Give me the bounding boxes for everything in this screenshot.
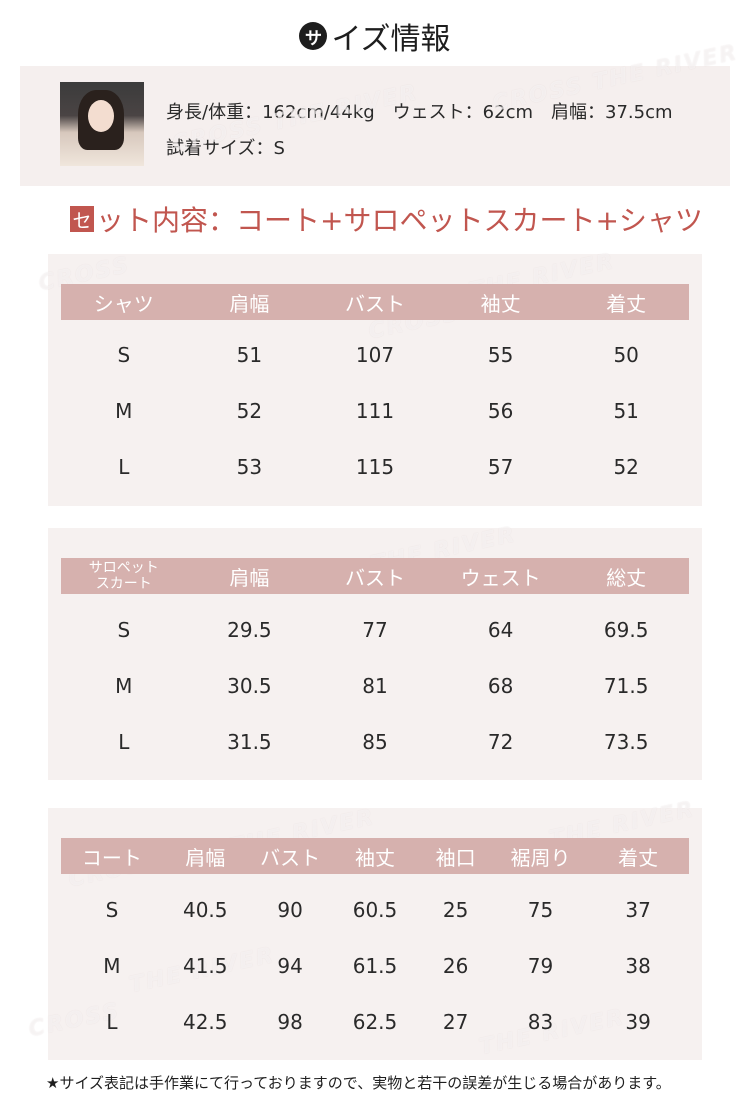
table-cell: L bbox=[118, 455, 130, 479]
table-cell: 30.5 bbox=[227, 674, 272, 698]
header-cell: バスト bbox=[260, 845, 321, 870]
header-cell: 着丈 bbox=[606, 291, 647, 316]
header-cell: バスト bbox=[344, 291, 405, 316]
model-photo bbox=[60, 82, 144, 166]
header-cell: コート bbox=[81, 845, 142, 870]
header-cell: 総丈 bbox=[606, 565, 647, 590]
table-cell: 52 bbox=[236, 399, 263, 423]
table-cell: 60.5 bbox=[352, 898, 398, 922]
table-cell: 115 bbox=[355, 455, 395, 479]
table-cell: M bbox=[115, 674, 133, 698]
table-cell: 29.5 bbox=[227, 618, 272, 642]
header-cell: 肩幅 bbox=[229, 291, 270, 316]
table-cell: 98 bbox=[277, 1010, 303, 1034]
table-cell: 85 bbox=[362, 730, 388, 754]
skirt-size-table: CROSS THE RIVER サロペットスカート 肩幅 バスト ウェスト 総丈… bbox=[48, 522, 702, 780]
table-row: S 51 107 55 50 bbox=[61, 342, 689, 368]
table-cell: 107 bbox=[355, 343, 395, 367]
set-heading-text: ット内容：コート+サロペットスカート+シャツ bbox=[96, 204, 703, 237]
table-cell: M bbox=[103, 954, 121, 978]
header-cell-combined: サロペット スカート bbox=[88, 560, 159, 592]
table-row: S 29.5 77 64 69.5 bbox=[61, 617, 689, 643]
table-cell: 111 bbox=[355, 399, 395, 423]
table-cell: 73.5 bbox=[603, 730, 649, 754]
table-row: M 52 111 56 51 bbox=[61, 398, 689, 424]
header-cell: 着丈 bbox=[618, 845, 659, 870]
header-cell: バスト bbox=[344, 565, 405, 590]
table-row: S 40.5 90 60.5 25 75 37 bbox=[61, 897, 689, 923]
table-cell: 26 bbox=[442, 954, 469, 978]
table-cell: 81 bbox=[362, 674, 388, 698]
model-measurements: 身長/体重：162cm/44kg ウェスト：62cm 肩幅：37.5cm bbox=[166, 102, 673, 123]
table-cell: 27 bbox=[442, 1010, 469, 1034]
header-cell: 袖口 bbox=[435, 845, 476, 870]
table-cell: 53 bbox=[236, 455, 263, 479]
table-cell: L bbox=[118, 730, 130, 754]
table-cell: S bbox=[117, 343, 131, 367]
table-cell: 61.5 bbox=[352, 954, 398, 978]
table-cell: 64 bbox=[487, 618, 514, 642]
header-cell: 袖丈 bbox=[354, 845, 395, 870]
table-cell: 50 bbox=[613, 343, 639, 367]
set-badge: セ bbox=[70, 206, 94, 232]
table-cell: 52 bbox=[613, 455, 639, 479]
table-row: L 53 115 57 52 bbox=[61, 454, 689, 480]
table-cell: 41.5 bbox=[182, 954, 228, 978]
set-contents-heading: セ ット内容：コート+サロペットスカート+シャツ bbox=[70, 202, 703, 237]
table-cell: 77 bbox=[362, 618, 388, 642]
table-cell: 68 bbox=[487, 674, 514, 698]
table-cell: S bbox=[117, 618, 131, 642]
table-row: L 31.5 85 72 73.5 bbox=[61, 729, 689, 755]
header-cell: 袖丈 bbox=[480, 291, 521, 316]
title-badge: サ bbox=[299, 22, 328, 50]
table-cell: 75 bbox=[527, 898, 554, 922]
table-cell: 83 bbox=[527, 1010, 554, 1034]
table-header: サロペット スカート 肩幅 バスト ウェスト 総丈 bbox=[61, 558, 689, 594]
table-cell: 25 bbox=[442, 898, 469, 922]
table-cell: 90 bbox=[277, 898, 303, 922]
table-cell: 71.5 bbox=[603, 674, 649, 698]
table-row: M 41.5 94 61.5 26 79 38 bbox=[61, 953, 689, 979]
header-cell: ウェスト bbox=[460, 565, 541, 590]
title-text: イズ情報 bbox=[331, 22, 451, 57]
table-cell: 51 bbox=[236, 343, 263, 367]
table-cell: 31.5 bbox=[227, 730, 272, 754]
table-cell: 57 bbox=[487, 455, 514, 479]
table-cell: 37 bbox=[625, 898, 651, 922]
table-cell: 51 bbox=[613, 399, 639, 423]
table-cell: 38 bbox=[625, 954, 651, 978]
table-cell: 62.5 bbox=[352, 1010, 398, 1034]
table-cell: L bbox=[106, 1010, 118, 1034]
table-cell: 94 bbox=[277, 954, 303, 978]
model-info-box: 身長/体重：162cm/44kg ウェスト：62cm 肩幅：37.5cm 試着サ… bbox=[20, 40, 740, 186]
coat-size-table: CROSS THE RIVER THE RIVER THE RIVER CROS… bbox=[26, 797, 702, 1060]
table-row: M 30.5 81 68 71.5 bbox=[61, 673, 689, 699]
table-cell: 39 bbox=[625, 1010, 651, 1034]
table-header: コート 肩幅 バスト 袖丈 袖口 裾周り 着丈 bbox=[61, 838, 689, 874]
header-cell: シャツ bbox=[93, 291, 154, 316]
table-cell: 40.5 bbox=[182, 898, 228, 922]
header-cell: 裾周り bbox=[510, 845, 571, 870]
table-cell: 56 bbox=[487, 399, 514, 423]
table-cell: 72 bbox=[487, 730, 514, 754]
table-row: L 42.5 98 62.5 27 83 39 bbox=[61, 1009, 689, 1035]
header-cell: 肩幅 bbox=[229, 565, 270, 590]
table-cell: 69.5 bbox=[603, 618, 649, 642]
table-cell: 42.5 bbox=[182, 1010, 228, 1034]
table-cell: 79 bbox=[527, 954, 554, 978]
table-cell: M bbox=[115, 399, 133, 423]
page-title: サ イズ情報 bbox=[0, 14, 750, 58]
table-cell: S bbox=[105, 898, 119, 922]
header-cell: 肩幅 bbox=[185, 845, 226, 870]
model-fitting-size: 試着サイズ：S bbox=[166, 138, 285, 159]
table-cell: 55 bbox=[487, 343, 514, 367]
table-header: シャツ 肩幅 バスト 袖丈 着丈 bbox=[61, 284, 689, 320]
size-disclaimer: ★サイズ表記は手作業にて行っておりますので、実物と若干の誤差が生じる場合がありま… bbox=[46, 1074, 671, 1092]
shirt-size-table: CROSS THE RIVER CROSS シャツ 肩幅 バスト 袖丈 着丈 S… bbox=[36, 249, 702, 506]
